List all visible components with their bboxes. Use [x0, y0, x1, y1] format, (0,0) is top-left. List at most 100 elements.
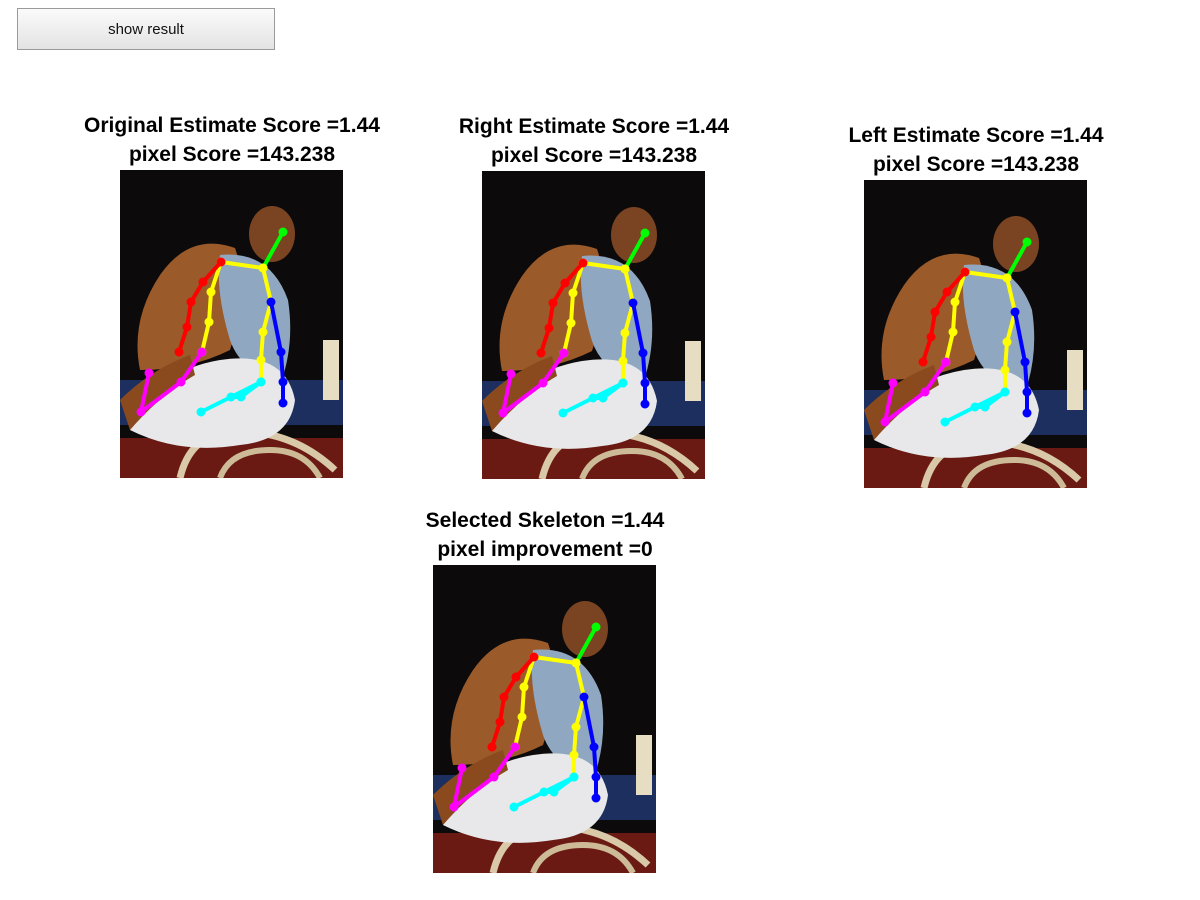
skeleton-left_arm-joint [591, 772, 601, 782]
skeleton-left_arm-line [1013, 311, 1029, 413]
skeleton-torsoR-joint [571, 658, 581, 668]
panel-original-title: Original Estimate Score =1.44 pixel Scor… [40, 111, 424, 169]
skeleton-right_arm-joint [186, 297, 196, 307]
skeleton-torso-joint [519, 682, 529, 692]
skeleton-right_arm-joint [198, 277, 208, 287]
skeleton-right_arm-joint [548, 298, 558, 308]
skeleton-right_arm-joint [942, 287, 952, 297]
skeleton-head-joint [1022, 237, 1032, 247]
skeleton-left_leg-joint [539, 787, 549, 797]
right-estimate-image [482, 171, 705, 479]
skeleton-left_arm-joint [589, 742, 599, 752]
skeleton-left_leg-joint [256, 377, 266, 387]
show-result-button[interactable]: show result [17, 8, 275, 50]
skeleton-torso-joint [948, 327, 958, 337]
skeleton-left_arm-joint [640, 378, 650, 388]
skeleton-left_leg-joint [558, 408, 568, 418]
skeleton-head-line [1005, 241, 1029, 279]
skeleton-left_arm-joint [638, 348, 648, 358]
skeleton-torsoR-joint [620, 264, 630, 274]
skeleton-torsoR-joint [256, 355, 266, 365]
skeleton-right_leg-joint [506, 369, 516, 379]
person-shirt [218, 254, 291, 385]
skeleton-right_leg-joint [489, 772, 499, 782]
skeleton-head-joint [278, 227, 288, 237]
skeleton-left_leg-joint [236, 392, 246, 402]
skeleton-left_leg-joint [598, 393, 608, 403]
panel-original-score: Original Estimate Score =1.44 [84, 114, 380, 137]
skeleton-torso-joint [568, 288, 578, 298]
skeleton-torso-joint [204, 317, 214, 327]
skeleton-left_arm-joint [278, 377, 288, 387]
skeleton-left_arm-line [631, 302, 647, 404]
skeleton-left_leg-joint [618, 378, 628, 388]
skeleton-torsoR-joint [1000, 365, 1010, 375]
panel-left-score: Left Estimate Score =1.44 [848, 124, 1104, 147]
panel-right-title: Right Estimate Score =1.44 pixel Score =… [402, 112, 786, 170]
skeleton-torso-joint [517, 712, 527, 722]
skeleton-right_arm-joint [529, 652, 539, 662]
side-post [323, 340, 339, 400]
skeleton-right_arm-joint [495, 717, 505, 727]
side-post [636, 735, 652, 795]
panel-left-pixel-score: pixel Score =143.238 [872, 153, 1080, 176]
skeleton-right_leg-joint [498, 408, 508, 418]
skeleton-left_leg-joint [196, 407, 206, 417]
person-head [993, 216, 1039, 272]
skeleton-right_leg-joint [920, 387, 930, 397]
skeleton-torsoR-joint [571, 722, 581, 732]
skeleton-head-joint [591, 622, 601, 632]
skeleton-left_leg-joint [226, 392, 236, 402]
skeleton-torsoR-joint [618, 356, 628, 366]
skeleton-torsoR-joint [258, 327, 268, 337]
skeleton-left_leg-joint [569, 772, 579, 782]
chair-rail-2 [961, 456, 1067, 488]
skeleton-right_leg-joint [197, 347, 207, 357]
skeleton-left_arm-joint [266, 297, 276, 307]
skeleton-left_arm-joint [1022, 387, 1032, 397]
skeleton-right_leg-joint [559, 348, 569, 358]
skeleton-right_arm-joint [536, 348, 546, 358]
skeleton-left_arm-line [582, 696, 598, 798]
skeleton-right_arm-joint [926, 332, 936, 342]
skeleton-right_leg-joint [510, 742, 520, 752]
skeleton-right_arm-joint [930, 307, 940, 317]
skeleton-head-line [261, 231, 285, 269]
skeleton-left_arm-joint [1010, 307, 1020, 317]
skeleton-right_arm-joint [511, 672, 521, 682]
skeleton-torso-joint [566, 318, 576, 328]
skeleton-left_leg-joint [509, 802, 519, 812]
person-shirt [962, 264, 1035, 395]
skeleton-left_leg-joint [970, 402, 980, 412]
skeleton-right_leg-line [452, 745, 517, 809]
selected-skeleton-image [433, 565, 656, 873]
panel-original-pixel-score: pixel Score =143.238 [128, 143, 336, 166]
side-post [685, 341, 701, 401]
panel-left-title: Left Estimate Score =1.44 pixel Score =1… [784, 121, 1168, 179]
skeleton-left_leg-joint [549, 787, 559, 797]
skeleton-right_arm-joint [499, 692, 509, 702]
skeleton-torsoR-joint [258, 263, 268, 273]
skeleton-right_arm-joint [487, 742, 497, 752]
person-head [562, 601, 608, 657]
skeleton-right_leg-joint [136, 407, 146, 417]
skeleton-left_leg-joint [980, 402, 990, 412]
skeleton-left_leg-joint [940, 417, 950, 427]
skeleton-left_leg-joint [1000, 387, 1010, 397]
skeleton-left_arm-joint [276, 347, 286, 357]
skeleton-left_arm-joint [591, 793, 601, 803]
skeleton-torsoR-joint [620, 328, 630, 338]
panel-right-pixel-score: pixel Score =143.238 [490, 144, 698, 167]
skeleton-left_leg-joint [588, 393, 598, 403]
chair-rail-2 [530, 841, 636, 873]
skeleton-head-line [574, 626, 598, 664]
skeleton-right_arm-joint [918, 357, 928, 367]
skeleton-torsoR-joint [1002, 337, 1012, 347]
skeleton-right_arm-joint [216, 257, 226, 267]
chair-rail-2 [579, 447, 685, 479]
skeleton-right_leg-joint [449, 802, 459, 812]
panel-selected-pixel-improvement: pixel improvement =0 [437, 538, 653, 561]
skeleton-right_arm-joint [544, 323, 554, 333]
skeleton-right_leg-line [501, 351, 566, 415]
skeleton-left_arm-joint [579, 692, 589, 702]
